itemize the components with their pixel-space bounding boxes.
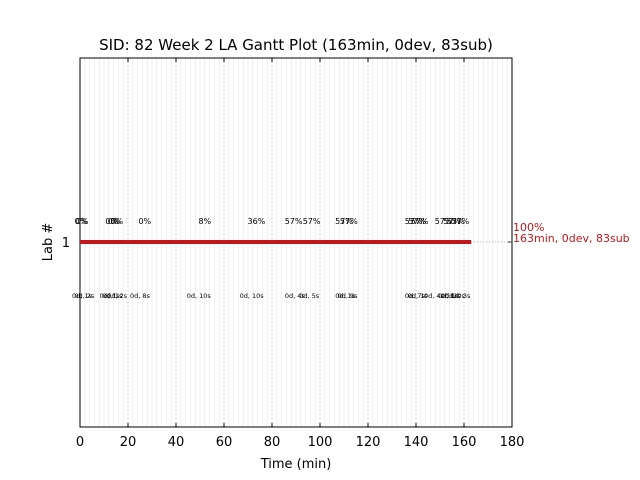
duration-label: 0d, 10s xyxy=(240,292,265,300)
x-tick-label: 20 xyxy=(120,435,137,450)
x-axis-label: Time (min) xyxy=(260,457,332,472)
percent-label: 57% xyxy=(335,217,353,226)
duration-label: 0d, 1s xyxy=(438,292,459,300)
duration-label: 0d, 4s xyxy=(285,292,306,300)
x-tick-label: 0 xyxy=(76,435,84,450)
duration-label: 0d, 9s xyxy=(338,292,359,300)
percent-label: 0% xyxy=(76,217,89,226)
chart-title: SID: 82 Week 2 LA Gantt Plot (163min, 0d… xyxy=(99,36,493,54)
percent-label: 57% xyxy=(443,217,461,226)
duration-label: 0d, 4s xyxy=(424,292,445,300)
x-tick-label: 80 xyxy=(264,435,281,450)
duration-label: 0d, 10s xyxy=(187,292,212,300)
duration-label: 0d, 0s xyxy=(445,292,466,300)
duration-label: 0d, 1s xyxy=(102,292,123,300)
percent-label: 57% xyxy=(452,217,470,226)
y-axis-label: Lab # xyxy=(41,223,56,262)
y-tick-label: 1 xyxy=(62,236,70,251)
x-tick-label: 160 xyxy=(452,435,477,450)
percent-label: 0% xyxy=(75,217,88,226)
percent-label: 57% xyxy=(340,217,358,226)
x-tick-label: 180 xyxy=(500,435,525,450)
end-annotation-summary: 163min, 0dev, 83sub xyxy=(513,232,630,245)
percent-label: 0% xyxy=(105,217,118,226)
percent-label: 57% xyxy=(411,217,429,226)
duration-label: 0d, 7s xyxy=(405,292,426,300)
x-tick-label: 100 xyxy=(308,435,333,450)
percent-label: 57% xyxy=(303,217,321,226)
duration-label: 0d, 3s xyxy=(450,292,471,300)
duration-label: 0d, 2s xyxy=(107,292,128,300)
percent-label: 0% xyxy=(110,217,123,226)
duration-label: 0d, 2s xyxy=(74,292,95,300)
x-tick-label: 120 xyxy=(356,435,381,450)
x-tick-label: 40 xyxy=(168,435,185,450)
percent-label: 57% xyxy=(285,217,303,226)
x-tick-label: 140 xyxy=(404,435,429,450)
percent-label: 57% xyxy=(405,217,423,226)
percent-label: 57% xyxy=(435,217,453,226)
duration-label: 0d, 1s xyxy=(335,292,356,300)
duration-label: 0d, 8s xyxy=(130,292,151,300)
percent-label: 0% xyxy=(108,217,121,226)
x-axis-ticks: 0 20 40 60 80 100 120 140 160 180 xyxy=(76,58,525,450)
percent-label: 36% xyxy=(248,217,266,226)
percent-label: 57% xyxy=(447,217,465,226)
percent-label: 57% xyxy=(408,217,426,226)
duration-label: 0d, 5s xyxy=(299,292,320,300)
duration-label: 0d, 1s xyxy=(72,292,93,300)
duration-label: 0d, 2s xyxy=(441,292,462,300)
duration-label: 0d, 1s xyxy=(408,292,429,300)
percent-label: 0% xyxy=(138,217,151,226)
percent-label: 8% xyxy=(198,217,211,226)
duration-label: 0d, 1s xyxy=(100,292,121,300)
x-tick-label: 60 xyxy=(216,435,233,450)
end-annotation-percent: 100% xyxy=(513,221,544,234)
percent-labels: 0%0% 0%0%0% 0% 8% 36% 57% 57% 57%57% 57%57%57% 57… xyxy=(75,217,470,226)
